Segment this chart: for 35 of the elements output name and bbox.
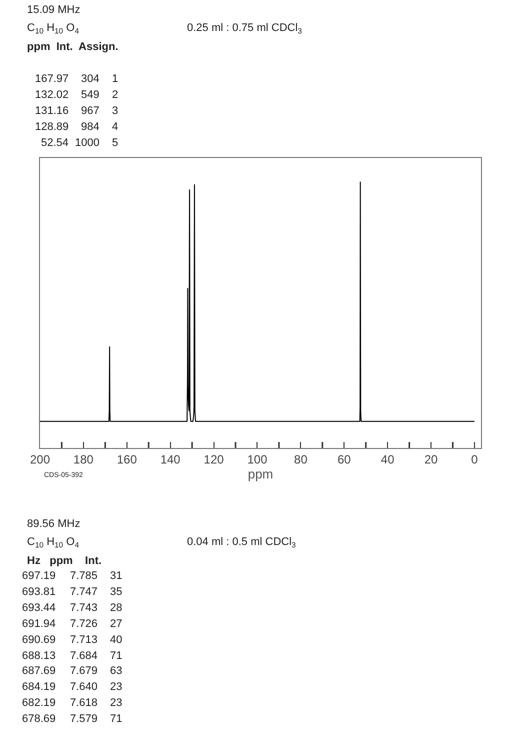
text: 693.81 7.747 35 (22, 586, 122, 598)
x-tick-label: 80 (294, 452, 308, 466)
text: 0.04 ml : 0.5 ml CDCl$_{3}$ (187, 536, 296, 550)
text: 15.09 MHz (27, 4, 80, 16)
text: C$_{10}$ H$_{10}$ O$_{4}$ (27, 536, 80, 550)
x-tick-label: 120 (204, 452, 224, 466)
x-tick-label: 140 (160, 452, 181, 466)
text: 687.69 7.679 63 (22, 665, 122, 677)
text: 697.19 7.785 31 (22, 570, 122, 582)
text: 167.97 304 1 (35, 73, 118, 85)
x-tick-label: 180 (73, 452, 94, 466)
x-tick-label: 20 (424, 452, 438, 466)
text: 678.69 7.579 71 (22, 713, 122, 725)
text: ppm Int. Assign. (27, 41, 118, 53)
text: C$_{10}$ H$_{10}$ O$_{4}$ (27, 22, 80, 36)
text: 89.56 MHz (27, 518, 80, 530)
x-tick-label: 60 (337, 452, 352, 466)
x-tick-label: 40 (380, 452, 395, 466)
text: 684.19 7.640 23 (22, 681, 122, 693)
x-tick-label: 0 (471, 452, 478, 466)
x-axis-title: ppm (248, 466, 274, 482)
text: Hz ppm Int. (27, 555, 102, 567)
x-tick-label: 160 (116, 452, 138, 466)
text: 131.16 967 3 (35, 105, 118, 117)
text: 693.44 7.743 28 (22, 602, 122, 614)
text: 688.13 7.684 71 (22, 650, 122, 662)
text: 682.19 7.618 23 (22, 697, 122, 709)
x-tick-label: 100 (247, 452, 268, 466)
text: 691.94 7.726 27 (22, 618, 122, 630)
text: 132.02 549 2 (35, 89, 118, 101)
x-tick-label: 200 (30, 452, 50, 466)
text: 690.69 7.713 40 (22, 634, 122, 646)
text: 52.54 1000 5 (41, 137, 118, 149)
text: 128.89 984 4 (35, 121, 118, 133)
text: 0.25 ml : 0.75 ml CDCl$_{3}$ (187, 22, 302, 36)
